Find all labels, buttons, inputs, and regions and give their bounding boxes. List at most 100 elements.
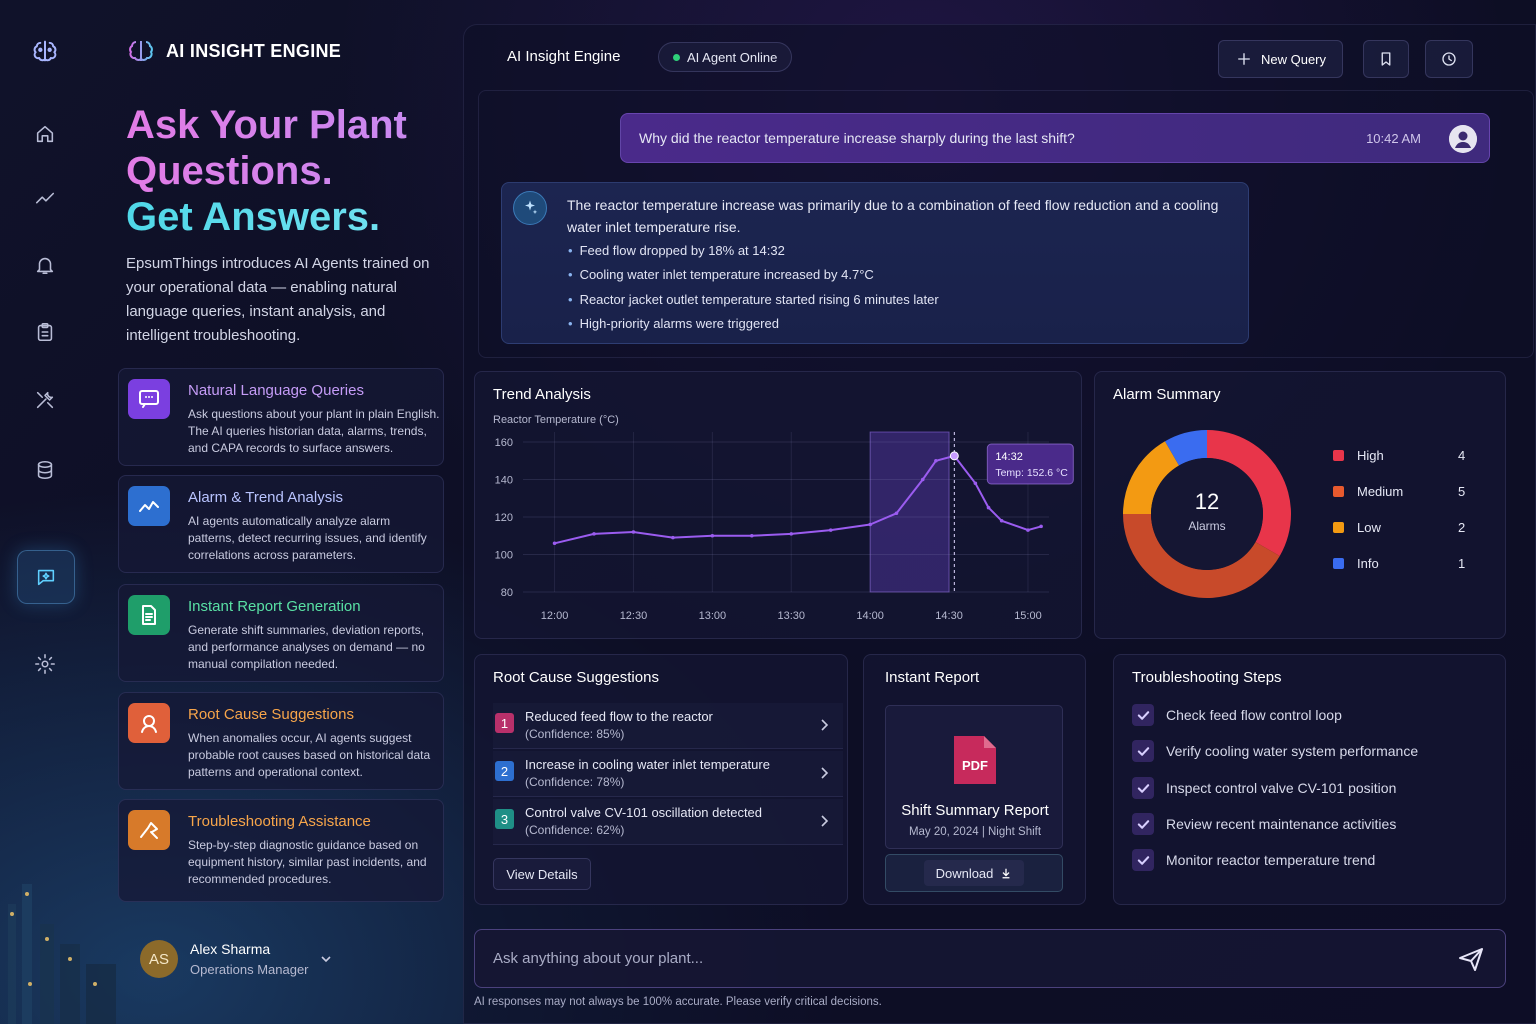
feature-desc: Ask questions about your plant in plain …	[188, 407, 440, 455]
y-tick-label: 160	[495, 437, 513, 449]
donut-slice-medium[interactable]	[1123, 514, 1280, 598]
icon-rail	[0, 0, 92, 1024]
chevron-down-icon[interactable]	[320, 953, 332, 965]
x-tick-label: 13:00	[699, 610, 727, 622]
root-cause-item[interactable]: 3 Control valve CV-101 oscillation detect…	[493, 799, 843, 845]
donut-slice-high[interactable]	[1207, 430, 1291, 556]
tooltip-value: Temp: 152.6 °C	[995, 467, 1068, 479]
ai-message-points: Feed flow dropped by 18% at 14:32 Coolin…	[568, 239, 939, 337]
hero-line-2: Questions.	[126, 149, 333, 193]
y-tick-label: 120	[495, 512, 513, 524]
step-text: Review recent maintenance activities	[1166, 816, 1397, 832]
donut-slice-info[interactable]	[1165, 430, 1207, 466]
data-point	[592, 532, 596, 536]
feature-card-alarm-trend[interactable]: Alarm & Trend Analysis AI agents automat…	[118, 475, 444, 573]
peak-marker	[949, 451, 959, 461]
bookmark-button[interactable]	[1363, 40, 1409, 78]
trend-icon	[128, 486, 170, 526]
ai-point: Feed flow dropped by 18% at 14:32	[568, 239, 939, 263]
legend-item-medium: Medium 5	[1333, 484, 1465, 499]
card-title: Root Cause Suggestions	[493, 669, 659, 686]
industrial-skyline-illustration	[8, 884, 116, 1024]
hero-line-1: Ask Your Plant	[126, 103, 407, 147]
ai-message: The reactor temperature increase was pri…	[501, 182, 1249, 344]
highlight-region	[869, 431, 950, 593]
history-button[interactable]	[1425, 40, 1473, 78]
troubleshooting-step[interactable]: Inspect control valve CV-101 position	[1132, 777, 1396, 799]
data-point	[986, 505, 991, 510]
legend-label: Low	[1357, 520, 1381, 535]
troubleshooting-step[interactable]: Review recent maintenance activities	[1132, 813, 1396, 835]
troubleshooting-step[interactable]: Check feed flow control loop	[1132, 704, 1342, 726]
gear-icon[interactable]	[22, 641, 68, 687]
user-name: Alex Sharma	[190, 941, 271, 957]
download-button[interactable]: Download	[924, 860, 1024, 886]
ai-message-text: The reactor temperature increase was pri…	[567, 197, 1219, 235]
x-tick-label: 12:00	[541, 610, 569, 622]
data-point	[631, 530, 636, 534]
cause-confidence: (Confidence: 78%)	[525, 775, 625, 789]
feature-card-natural-language[interactable]: Natural Language Queries Ask questions a…	[118, 368, 444, 466]
document-icon	[128, 595, 170, 635]
feature-card-report[interactable]: Instant Report Generation Generate shift…	[118, 584, 444, 682]
user-profile[interactable]: AS Alex Sharma Operations Manager	[140, 940, 309, 978]
feature-card-troubleshooting[interactable]: Troubleshooting Assistance Step-by-step …	[118, 799, 444, 902]
data-point	[894, 511, 899, 516]
data-point	[868, 522, 872, 527]
report-preview[interactable]: PDF Shift Summary Report May 20, 2024 | …	[885, 705, 1063, 849]
data-point	[999, 518, 1004, 523]
user-role: Operations Manager	[190, 962, 309, 977]
step-text: Check feed flow control loop	[1166, 707, 1342, 723]
alarm-donut-chart[interactable]	[1117, 424, 1297, 604]
bell-icon[interactable]	[22, 242, 68, 288]
feature-card-root-cause[interactable]: Root Cause Suggestions When anomalies oc…	[118, 692, 444, 790]
legend-label: Medium	[1357, 484, 1404, 499]
avatar: AS	[140, 940, 178, 978]
tools-icon[interactable]	[22, 377, 68, 423]
legend-item-low: Low 2	[1333, 520, 1465, 535]
y-tick-label: 100	[495, 550, 513, 562]
root-cause-card: Root Cause Suggestions 1 Reduced feed flo…	[474, 654, 848, 905]
hero-intro: EpsumThings introduces AI Agents trained…	[126, 255, 430, 344]
database-icon[interactable]	[22, 447, 68, 493]
brain-logo-icon[interactable]	[22, 28, 68, 74]
troubleshooting-step[interactable]: Monitor reactor temperature trend	[1132, 849, 1375, 871]
data-point	[789, 532, 794, 536]
x-tick-label: 12:30	[620, 610, 648, 622]
status-text: AI Agent Online	[687, 49, 778, 65]
query-input-bar	[474, 929, 1506, 988]
feature-desc: Step-by-step diagnostic guidance based o…	[188, 838, 427, 886]
root-cause-item[interactable]: 1 Reduced feed flow to the reactor (Confid…	[493, 703, 843, 749]
feature-title: Natural Language Queries	[188, 382, 364, 399]
troubleshooting-step[interactable]: Verify cooling water system performance	[1132, 740, 1418, 762]
x-tick-label: 13:30	[777, 610, 805, 622]
instant-report-card: Instant Report PDF Shift Summary Report …	[863, 654, 1086, 905]
hero-heading: Ask Your Plant Questions.	[126, 102, 446, 194]
chevron-right-icon	[821, 719, 829, 731]
download-button-frame: Download	[885, 854, 1063, 892]
query-input[interactable]	[493, 930, 1433, 987]
brand-title: AI INSIGHT ENGINE	[166, 40, 342, 61]
home-icon[interactable]	[22, 111, 68, 157]
check-icon	[1132, 740, 1154, 762]
check-icon	[1132, 813, 1154, 835]
view-details-button[interactable]: View Details	[493, 858, 591, 890]
new-query-button[interactable]: New Query	[1218, 40, 1343, 78]
chevron-right-icon	[821, 767, 829, 779]
data-point	[828, 528, 833, 532]
brand: AI INSIGHT ENGINE	[126, 36, 341, 66]
root-cause-item[interactable]: 2 Increase in cooling water inlet tempera…	[493, 751, 843, 797]
trend-chart[interactable]: Reactor Temperature (°C) 160 140 120 100 80 12…	[475, 372, 1083, 640]
tooltip-box	[986, 443, 1074, 485]
clipboard-icon[interactable]	[22, 309, 68, 355]
send-icon[interactable]	[1457, 945, 1485, 973]
ai-chat-icon[interactable]	[17, 550, 75, 604]
x-tick-label: 14:30	[935, 610, 963, 622]
wrench-icon	[128, 810, 170, 850]
donut-slice-low[interactable]	[1123, 441, 1179, 514]
legend-count: 2	[1458, 520, 1466, 535]
feature-title: Instant Report Generation	[188, 598, 361, 615]
brain-logo-icon	[129, 41, 153, 61]
trend-icon[interactable]	[22, 176, 68, 222]
x-tick-label: 15:00	[1014, 610, 1042, 622]
